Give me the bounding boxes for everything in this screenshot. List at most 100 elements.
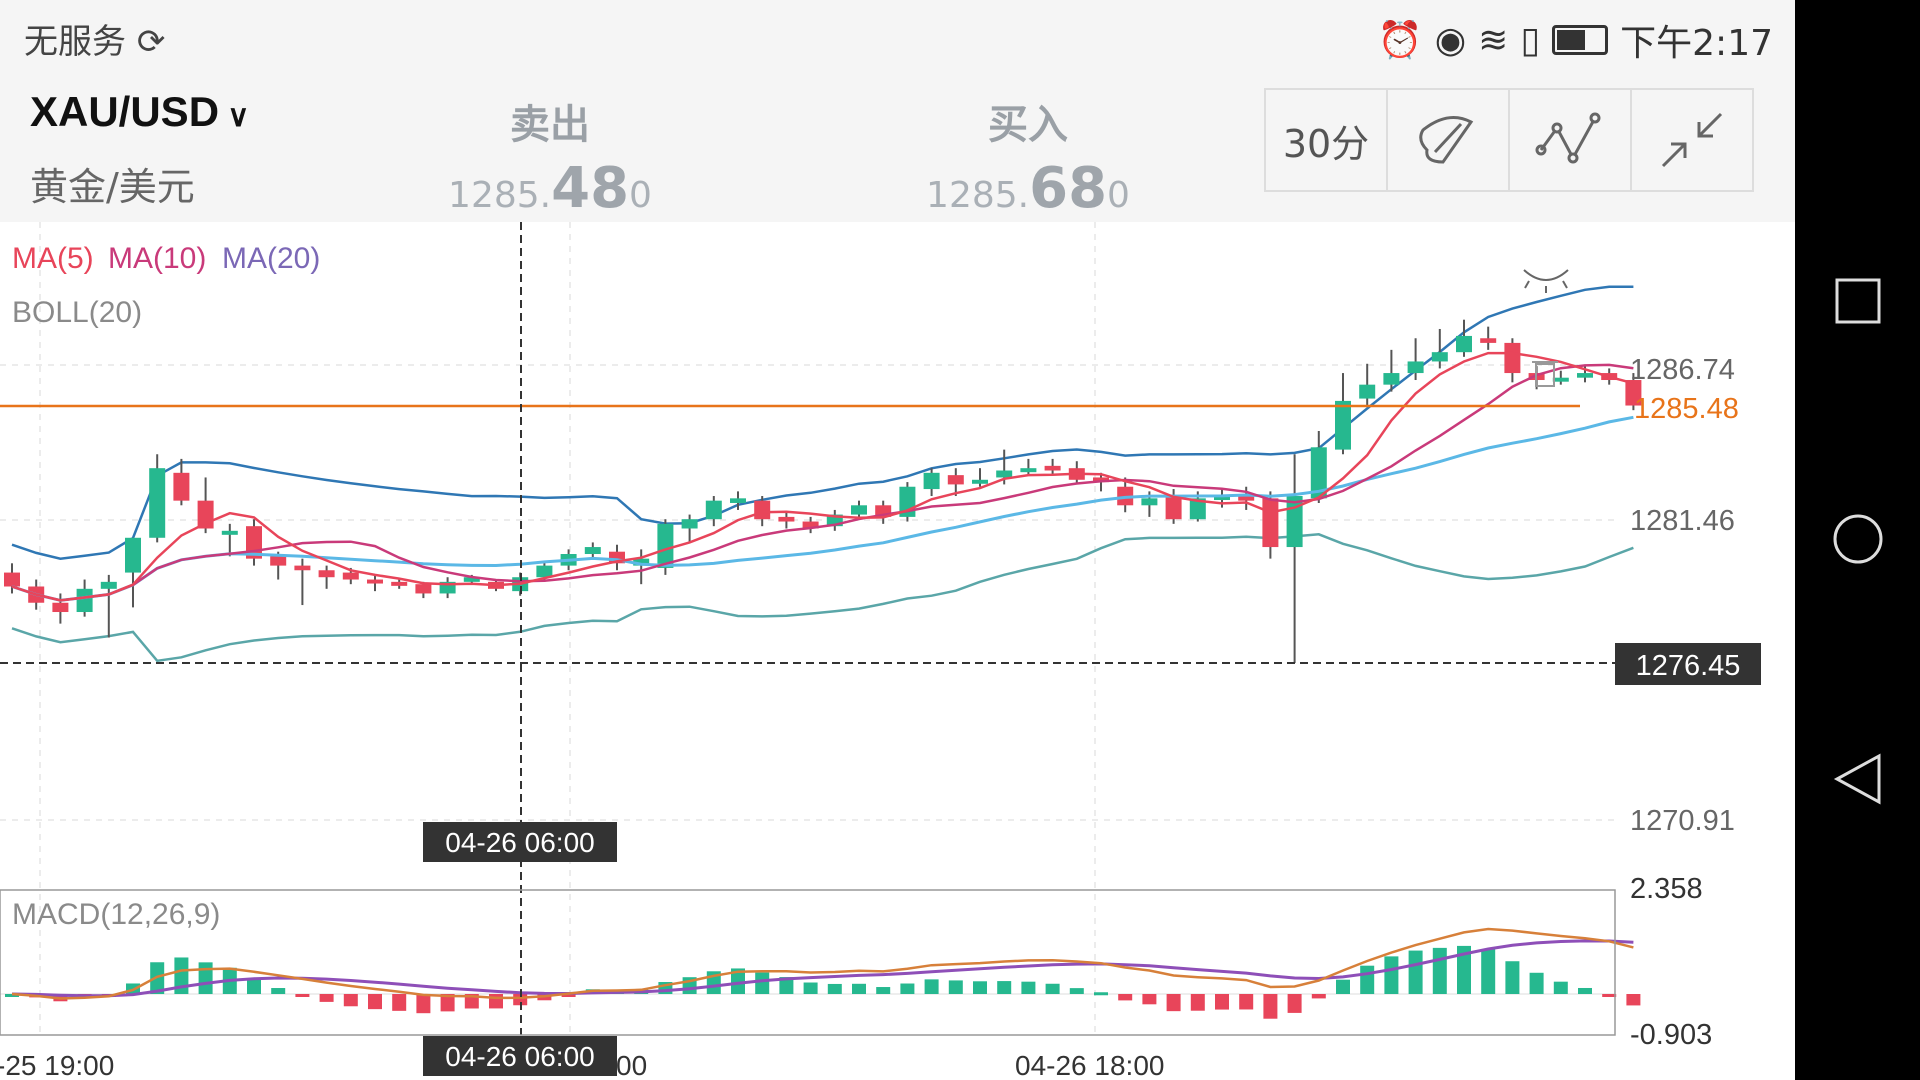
candle-body [439, 581, 456, 594]
macd-bar [1021, 981, 1036, 994]
macd-bar [1457, 945, 1471, 994]
status-bar: 无服务 ⟳ ⏰ ◉ ≋ ▯ 下午2:17 [0, 0, 1795, 74]
candle-body [1552, 377, 1569, 382]
candle-body [536, 565, 553, 578]
chart-area[interactable]: MA(5) MA(10) MA(20) BOLL(20) MACD(12,26,… [0, 222, 1795, 1080]
draw-tool-button[interactable] [1388, 90, 1510, 190]
macd-dea-line [11, 939, 1634, 998]
macd-bar [1360, 965, 1375, 994]
candle-body [1383, 373, 1400, 385]
macd-bar [440, 994, 455, 1012]
macd-bar [1215, 994, 1229, 1010]
macd-bar [1166, 994, 1181, 1012]
home-button[interactable] [1795, 512, 1920, 566]
indicator-button[interactable] [1510, 90, 1632, 190]
macd-bar [513, 994, 528, 1006]
candle-body [4, 572, 20, 587]
candle-body [463, 577, 480, 582]
macd-bar [658, 982, 673, 994]
candle-body [1286, 496, 1303, 548]
candle-body [1456, 335, 1472, 353]
exit-fullscreen-button[interactable] [1632, 90, 1752, 190]
macd-panel [0, 927, 1641, 1019]
trash-icon[interactable] [1532, 361, 1558, 387]
macd-tick-max: 2.358 [1630, 873, 1703, 905]
quote-header: XAU/USD ∨ 黄金/美元 卖出 1285.480 买入 1285.680 … [0, 74, 1795, 222]
boll-lines [11, 285, 1634, 663]
x-label-3: 04-26 18:00 [1015, 1050, 1164, 1080]
ma-lines [11, 351, 1634, 602]
candle-body [1577, 373, 1593, 378]
macd-bar [392, 994, 407, 1011]
macd-bar [1118, 994, 1133, 1001]
macd-bar [1045, 983, 1060, 994]
macd-bar [1432, 947, 1447, 994]
candle-body [1504, 342, 1521, 374]
macd-bar [1263, 994, 1278, 1019]
candle-body [996, 470, 1013, 478]
recent-apps-button[interactable] [1795, 276, 1920, 326]
hide-indicator-icon[interactable] [1523, 269, 1569, 293]
macd-bar [1190, 994, 1205, 1011]
buy-price-suffix: 0 [1107, 175, 1130, 216]
macd-bar [997, 981, 1012, 994]
macd-bar [295, 994, 310, 997]
buy-label: 买入 [988, 102, 1068, 148]
ma10-line [11, 363, 1634, 602]
macd-bar [416, 994, 431, 1014]
macd-bar [1602, 994, 1617, 997]
boll-upper-line [11, 285, 1634, 560]
sim-icon: ▯ [1520, 19, 1541, 61]
ma5-legend: MA(5) [12, 242, 94, 275]
square-icon [1835, 278, 1880, 324]
candle-body [1407, 361, 1424, 374]
macd-dif-line [11, 927, 1634, 1000]
macd-bar [1142, 994, 1157, 1005]
macd-bar [174, 957, 189, 994]
candle-body [851, 505, 867, 515]
candle-body [100, 581, 117, 589]
crosshair-time-box-bottom [423, 1036, 617, 1076]
macd-bar [755, 972, 770, 994]
sell-label: 卖出 [510, 102, 590, 148]
macd-tick-min: -0.903 [1630, 1019, 1712, 1051]
buy-price-main: 68 [1029, 156, 1108, 221]
chevron-down-icon: ∨ [219, 100, 250, 133]
candle-body [52, 602, 69, 613]
line-chart-icon [1535, 112, 1601, 164]
symbol-selector[interactable]: XAU/USD ∨ [30, 88, 249, 136]
candle-body [1020, 468, 1037, 473]
sell-price[interactable]: 卖出 1285.480 [430, 92, 670, 221]
collapse-icon [1661, 112, 1723, 168]
macd-bar [489, 994, 503, 1009]
alarm-icon: ⏰ [1377, 20, 1423, 61]
macd-bar [1408, 950, 1423, 994]
macd-bar [1384, 956, 1399, 994]
ma20-line [11, 415, 1634, 602]
boll-lower-line [11, 533, 1634, 663]
y-tick-2: 1281.46 [1630, 505, 1735, 537]
macd-bar [779, 977, 794, 994]
candle-body [149, 468, 166, 538]
interval-label: 30分 [1282, 121, 1370, 166]
candle-body [1141, 498, 1158, 506]
candle-body [657, 523, 674, 568]
macd-bar [973, 981, 987, 994]
buy-price-prefix: 1285. [926, 175, 1030, 216]
chart-grid [0, 222, 1615, 1035]
candle-body [76, 588, 93, 613]
candle-body [270, 556, 287, 566]
macd-bar [1311, 994, 1326, 999]
buy-price[interactable]: 买入 1285.680 [908, 92, 1148, 221]
x-label-1: -25 19:00 [0, 1050, 114, 1080]
candle-body [584, 547, 601, 555]
macd-bar [1626, 994, 1641, 1006]
candle-body [1431, 352, 1448, 362]
back-button[interactable] [1795, 752, 1920, 806]
candle-body [778, 516, 795, 522]
macd-bar [1553, 981, 1568, 994]
candle-body [391, 581, 408, 586]
symbol-name: XAU/USD [30, 88, 220, 135]
candle-body [1214, 496, 1230, 501]
interval-button[interactable]: 30分 [1266, 90, 1388, 190]
